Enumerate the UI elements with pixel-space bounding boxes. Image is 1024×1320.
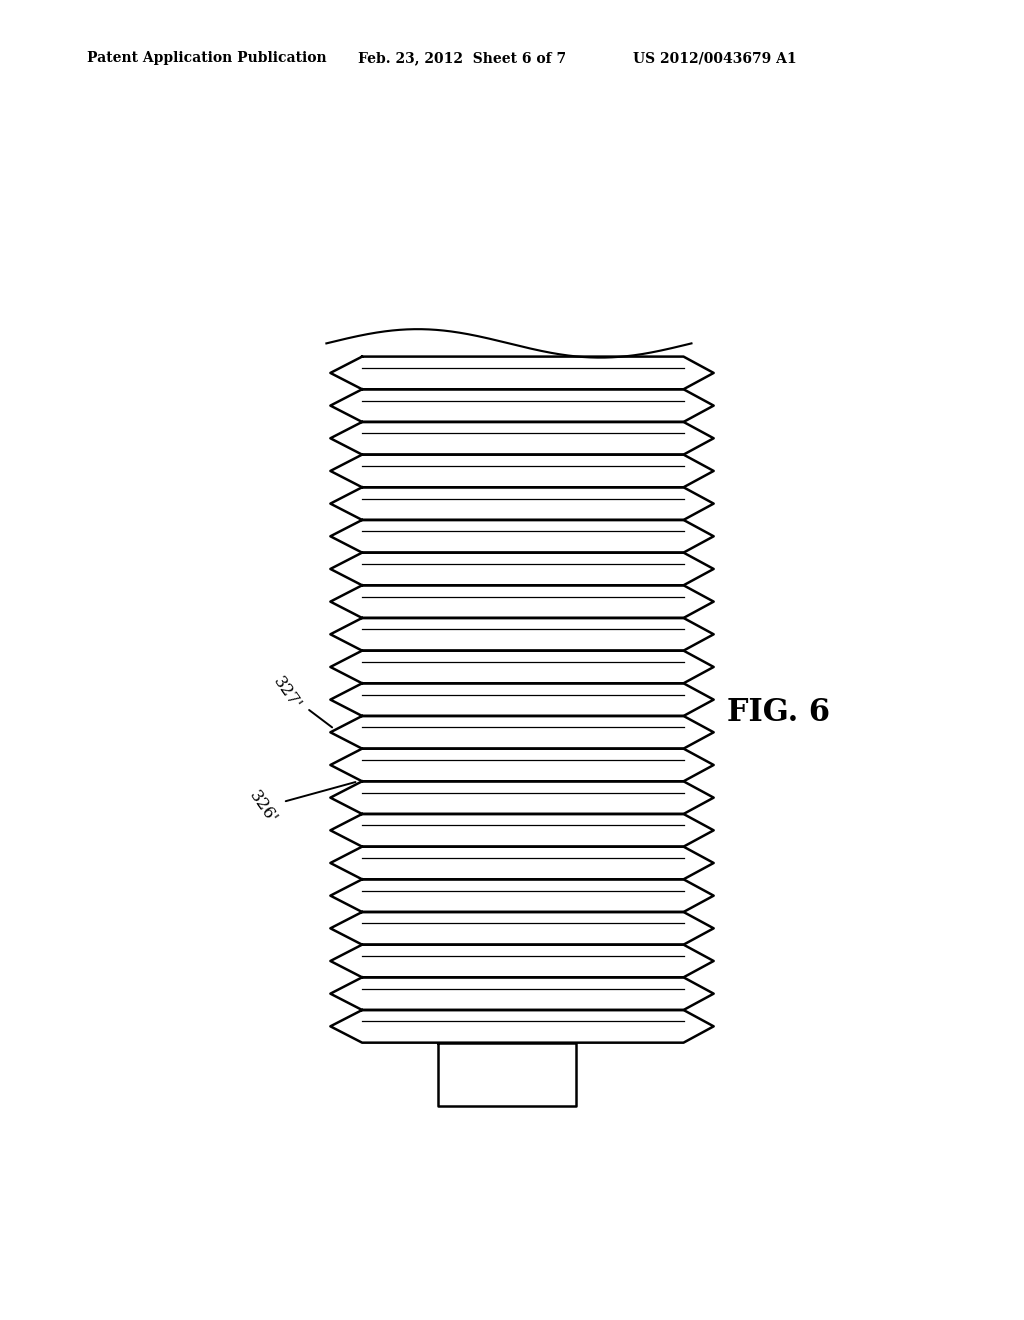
Text: 326': 326' (246, 781, 355, 828)
Text: Patent Application Publication: Patent Application Publication (87, 51, 327, 65)
Text: US 2012/0043679 A1: US 2012/0043679 A1 (633, 51, 797, 65)
Text: Feb. 23, 2012  Sheet 6 of 7: Feb. 23, 2012 Sheet 6 of 7 (358, 51, 566, 65)
Text: 327': 327' (269, 673, 332, 727)
Text: FIG. 6: FIG. 6 (727, 697, 830, 727)
